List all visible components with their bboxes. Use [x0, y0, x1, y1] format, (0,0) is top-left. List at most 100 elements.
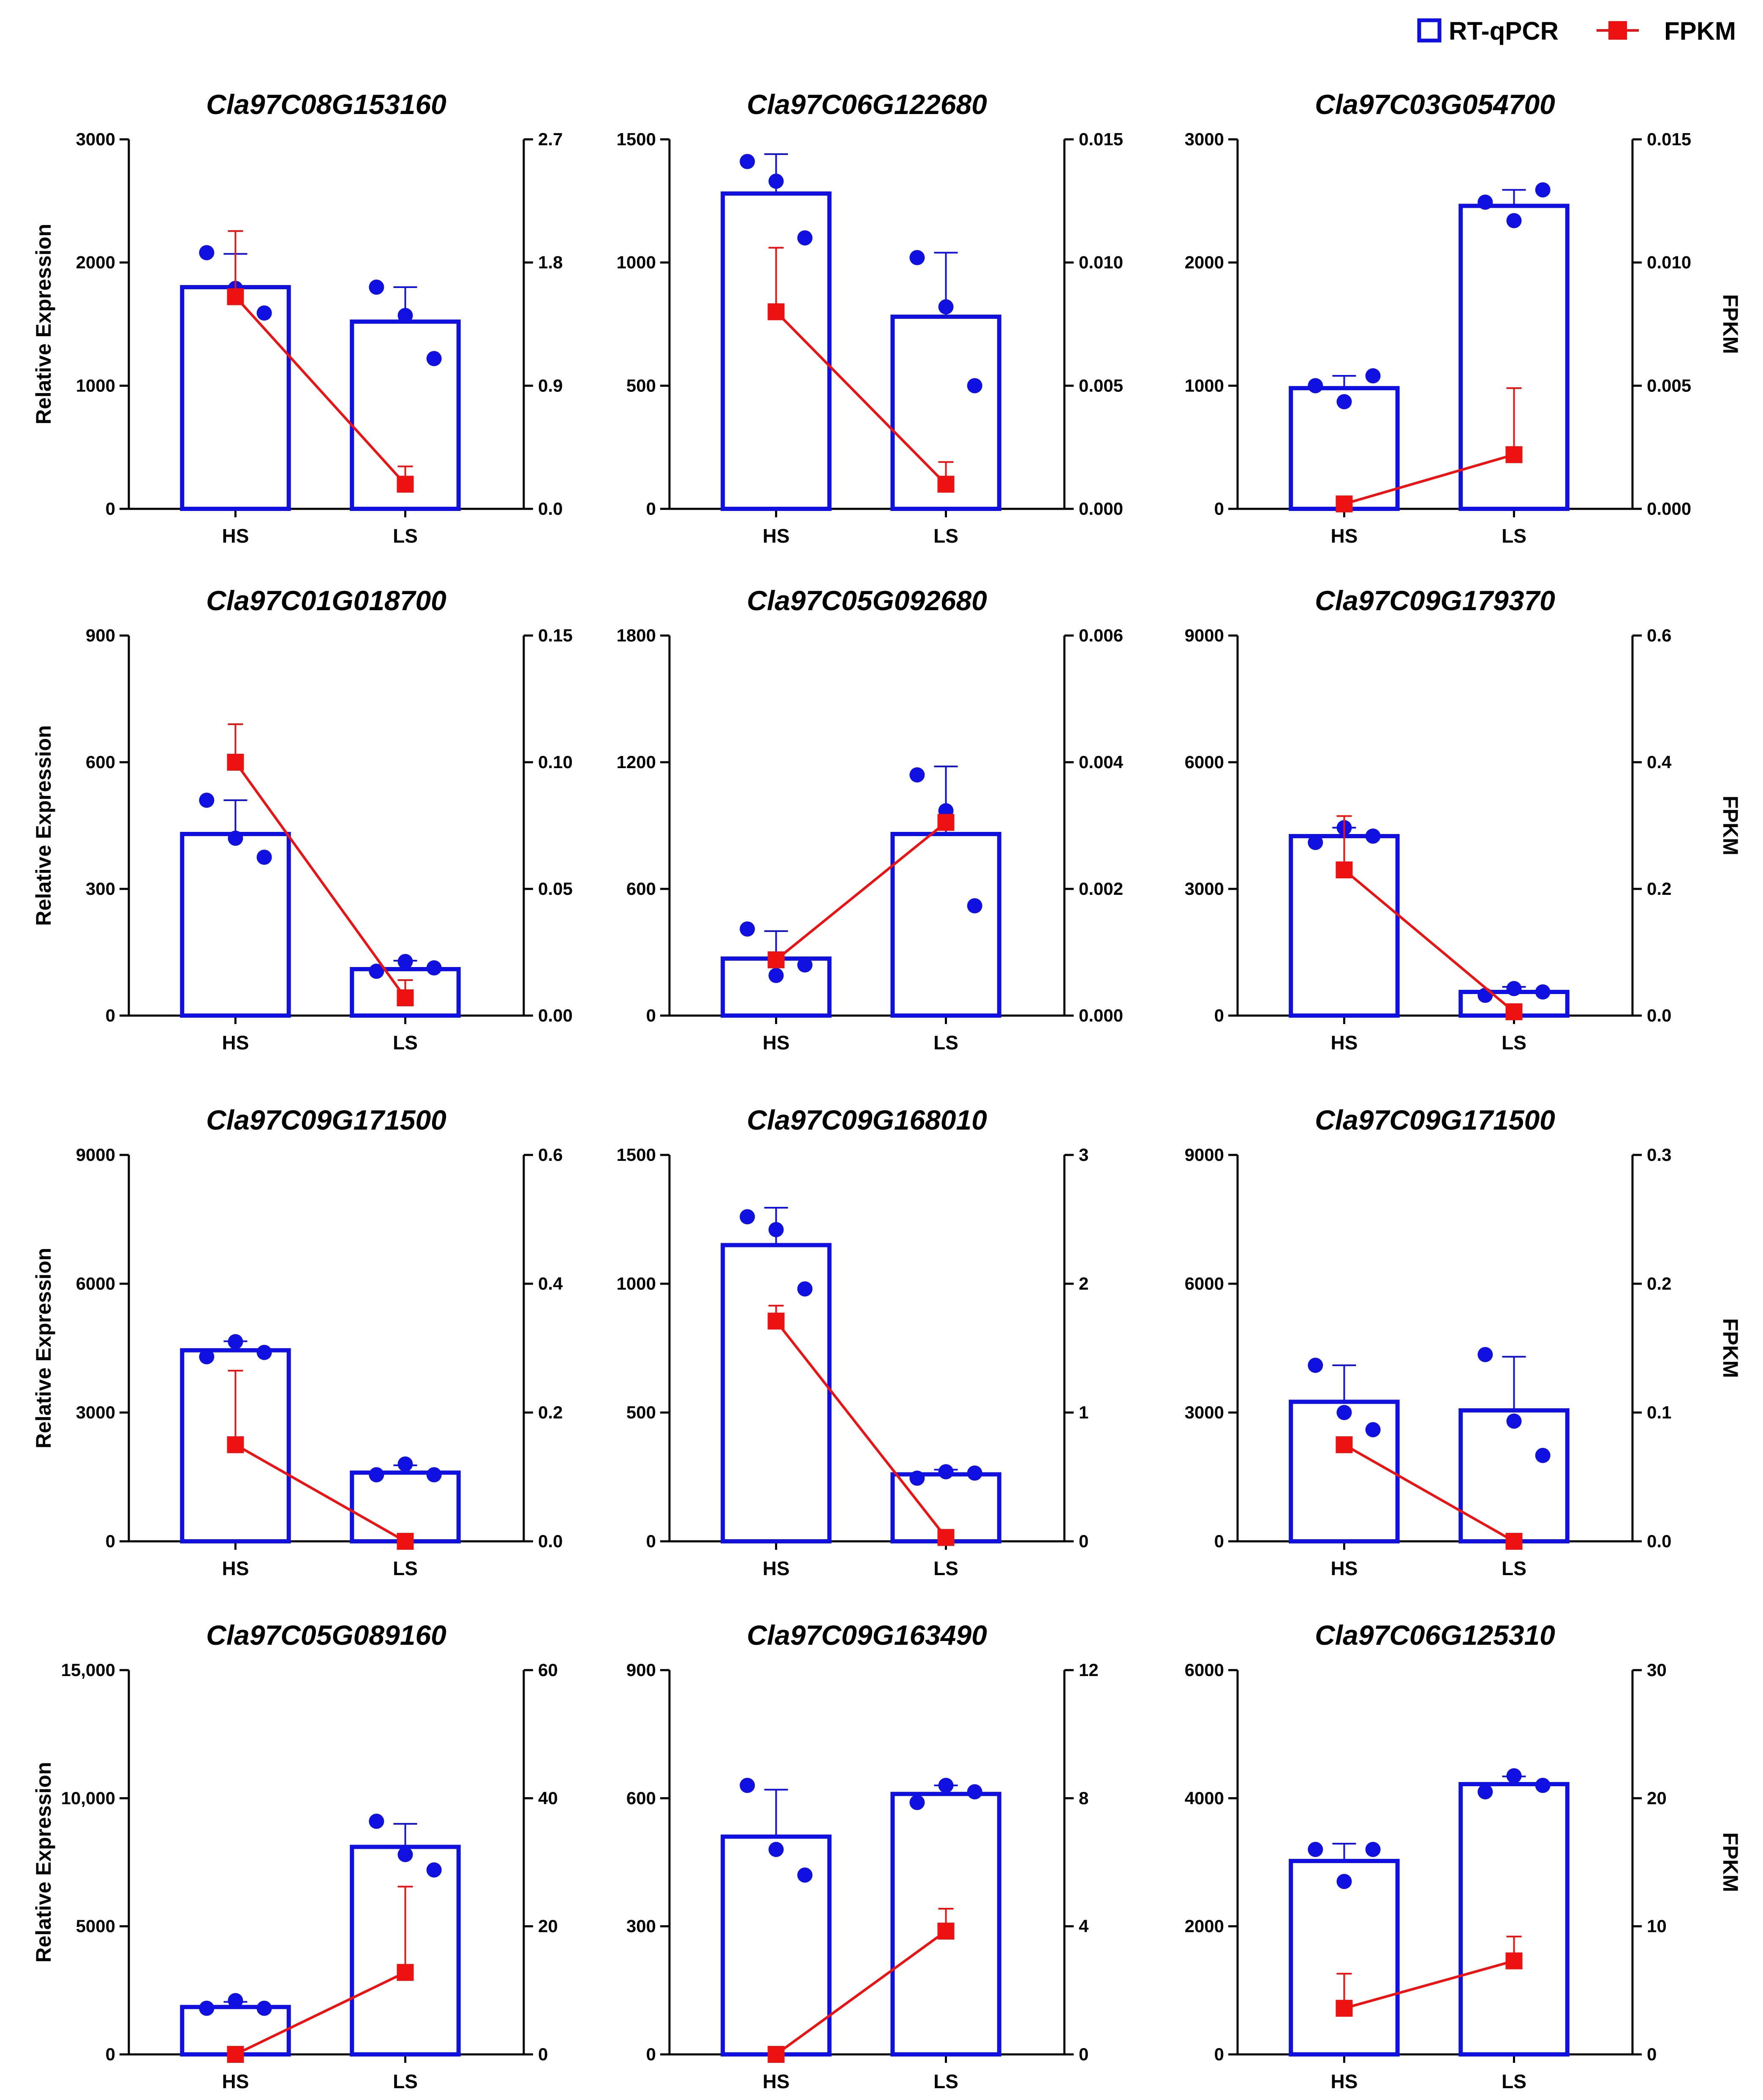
rt-qpcr-point — [426, 960, 442, 975]
rt-qpcr-point — [369, 1813, 384, 1829]
rt-qpcr-point — [1336, 1874, 1352, 1889]
y2-tick-label: 8 — [1079, 1788, 1088, 1808]
y2-axis-label: FPKM — [1719, 796, 1742, 856]
rt-qpcr-point — [1535, 1778, 1551, 1793]
fpkm-marker — [227, 288, 244, 305]
y-tick-label: 600 — [626, 879, 656, 899]
chart-title: Cla97C09G171500 — [1315, 1104, 1555, 1136]
chart-panel-12: Cla97C06G125310 0 2000 4000 6000 0 10 20 30 FPKM H… — [1185, 1619, 1742, 2092]
y2-tick-label: 0.2 — [1647, 1274, 1671, 1293]
y-tick-label: 2000 — [1185, 1916, 1224, 1936]
y-tick-label: 6000 — [1185, 1274, 1224, 1293]
x-tick-label: LS — [933, 1032, 958, 1054]
y2-tick-label: 0 — [1079, 1531, 1088, 1551]
y-tick-label: 15,000 — [61, 1660, 115, 1680]
chart-panel-3: Cla97C03G054700 0 1000 2000 3000 0.000 0.005 0.… — [1185, 89, 1742, 547]
rt-qpcr-bar — [721, 1834, 832, 2057]
y2-tick-label: 0.000 — [1079, 1005, 1123, 1025]
chart-panel-5: Cla97C05G092680 0 600 1200 1800 0.000 0.002 0.0… — [617, 585, 1124, 1054]
rt-qpcr-point — [397, 954, 413, 969]
y2-tick-label: 1 — [1079, 1402, 1088, 1422]
y-tick-label: 3000 — [76, 129, 115, 149]
chart-panel-8: Cla97C09G168010 0 500 1000 1500 0 1 2 3 HS LS — [617, 1104, 1089, 1579]
rt-qpcr-bar — [1289, 1858, 1400, 2057]
fpkm-marker — [227, 754, 244, 771]
rt-qpcr-point — [740, 921, 755, 937]
y2-tick-label: 20 — [1647, 1788, 1667, 1808]
rt-qpcr-point — [1308, 1842, 1323, 1857]
rt-qpcr-point — [967, 898, 982, 913]
fpkm-marker — [937, 1529, 955, 1546]
y-tick-label: 900 — [626, 1660, 656, 1680]
x-tick-label: LS — [1502, 525, 1526, 547]
rt-qpcr-point — [768, 1222, 784, 1237]
x-tick-label: HS — [222, 1557, 249, 1579]
fpkm-line — [775, 1320, 947, 1538]
y-tick-label: 300 — [626, 1916, 656, 1936]
legend-rt-qpcr-swatch — [1417, 18, 1442, 43]
fpkm-line — [1343, 869, 1515, 1013]
y2-tick-label: 0.2 — [1647, 879, 1671, 899]
y2-axis-label: FPKM — [1719, 1318, 1742, 1378]
y-tick-label: 0 — [1214, 1005, 1224, 1025]
y-axis-label: Relative Expression — [32, 1248, 55, 1448]
y2-tick-label: 0.6 — [538, 1145, 563, 1165]
chart-panel-7: Cla97C09G171500 0 3000 6000 9000 0.0 0.2 0.4 0.6… — [32, 1104, 563, 1579]
rt-qpcr-point — [1365, 829, 1381, 844]
y-tick-label: 5000 — [76, 1916, 115, 1936]
y-tick-label: 0 — [106, 1531, 115, 1551]
fpkm-marker — [1336, 1999, 1353, 2017]
chart-panel-9: Cla97C09G171500 0 3000 6000 9000 0.0 0.1 0.2 0.3… — [1185, 1104, 1742, 1579]
rt-qpcr-point — [768, 968, 784, 983]
chart-title: Cla97C06G125310 — [1315, 1619, 1555, 1651]
fpkm-marker — [937, 475, 955, 493]
y2-tick-label: 0.4 — [538, 1274, 563, 1293]
rt-qpcr-point — [426, 1467, 442, 1483]
y-axis-label: Relative Expression — [32, 725, 55, 926]
fpkm-marker — [1505, 1952, 1523, 1970]
rt-qpcr-bar — [1458, 204, 1570, 511]
rt-qpcr-point — [1308, 1358, 1323, 1373]
fpkm-marker — [937, 814, 955, 831]
rt-qpcr-point — [1308, 835, 1323, 850]
rt-qpcr-point — [1477, 1347, 1493, 1362]
rt-qpcr-point — [1506, 981, 1522, 996]
legend: RT-qPCR FPKM — [1417, 17, 1736, 45]
y2-tick-label: 0.000 — [1079, 499, 1123, 519]
rt-qpcr-point — [797, 230, 813, 246]
y2-tick-label: 0.010 — [1647, 253, 1691, 272]
y-tick-label: 2000 — [76, 253, 115, 272]
rt-qpcr-point — [397, 1456, 413, 1472]
y-tick-label: 6000 — [1185, 752, 1224, 772]
fpkm-marker — [767, 951, 785, 968]
fpkm-marker — [227, 1436, 244, 1453]
fpkm-line — [775, 821, 947, 961]
rt-qpcr-point — [797, 1281, 813, 1297]
x-tick-label: LS — [393, 1557, 418, 1579]
chart-panel-6: Cla97C09G179370 0 3000 6000 9000 0.0 0.2 0.4 0.6… — [1185, 585, 1742, 1054]
chart-title: Cla97C01G018700 — [206, 585, 446, 616]
x-tick-label: HS — [222, 1032, 249, 1054]
fpkm-marker — [397, 1964, 414, 1981]
y2-tick-label: 0.10 — [538, 752, 573, 772]
fpkm-marker — [1505, 1003, 1523, 1020]
y-tick-label: 0 — [1214, 499, 1224, 519]
rt-qpcr-point — [909, 250, 925, 265]
rt-qpcr-bar — [180, 1348, 291, 1543]
y-tick-label: 0 — [646, 1005, 656, 1025]
y-tick-label: 1000 — [76, 375, 115, 395]
rt-qpcr-point — [369, 1467, 384, 1483]
y2-tick-label: 0.0 — [1647, 1005, 1671, 1025]
rt-qpcr-point — [1535, 182, 1551, 198]
rt-qpcr-point — [397, 1847, 413, 1862]
x-tick-label: LS — [933, 1557, 958, 1579]
fpkm-line — [1344, 453, 1515, 505]
y-tick-label: 0 — [646, 2044, 656, 2064]
rt-qpcr-point — [1535, 984, 1551, 1000]
rt-qpcr-point — [228, 1993, 243, 2008]
rt-qpcr-point — [967, 378, 982, 394]
rt-qpcr-point — [909, 1795, 925, 1810]
y-tick-label: 9000 — [1185, 625, 1224, 645]
y2-tick-label: 0.15 — [538, 625, 573, 645]
y2-tick-label: 10 — [1647, 1916, 1667, 1936]
